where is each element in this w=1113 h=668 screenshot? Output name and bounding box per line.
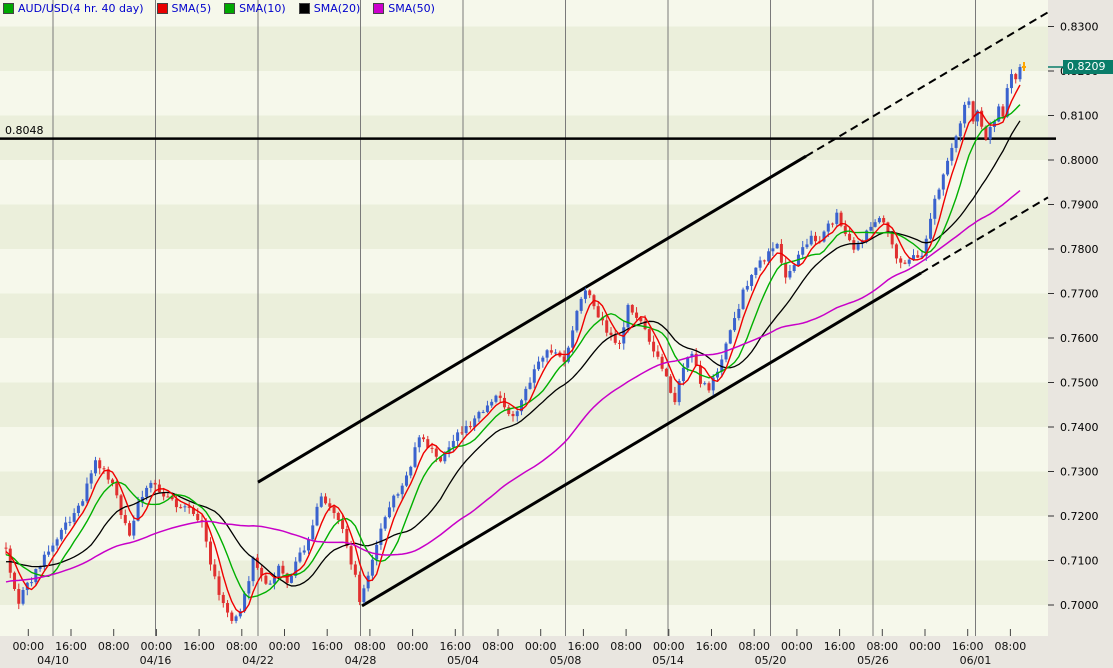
svg-text:0.7700: 0.7700: [1060, 288, 1099, 301]
svg-text:08:00: 08:00: [482, 640, 514, 653]
svg-text:00:00: 00:00: [397, 640, 429, 653]
series-swatch-icon: [3, 3, 14, 14]
svg-text:06/01: 06/01: [960, 654, 992, 667]
svg-text:0.7200: 0.7200: [1060, 510, 1099, 523]
svg-text:16:00: 16:00: [55, 640, 87, 653]
svg-text:05/14: 05/14: [652, 654, 684, 667]
svg-text:00:00: 00:00: [653, 640, 685, 653]
legend-item-sma20: SMA(20): [298, 2, 361, 15]
svg-text:16:00: 16:00: [311, 640, 343, 653]
svg-text:0.7600: 0.7600: [1060, 332, 1099, 345]
chart-legend: AUD/USD(4 hr. 40 day) SMA(5) SMA(10) SMA…: [3, 2, 435, 15]
legend-label: SMA(50): [388, 2, 435, 15]
svg-text:16:00: 16:00: [439, 640, 471, 653]
svg-text:0.8100: 0.8100: [1060, 110, 1099, 123]
legend-label: SMA(10): [239, 2, 286, 15]
svg-text:04/10: 04/10: [37, 654, 69, 667]
svg-text:04/28: 04/28: [345, 654, 377, 667]
svg-text:08:00: 08:00: [995, 640, 1027, 653]
svg-text:05/20: 05/20: [755, 654, 787, 667]
svg-text:0.7300: 0.7300: [1060, 466, 1099, 479]
svg-text:08:00: 08:00: [866, 640, 898, 653]
svg-text:0.7400: 0.7400: [1060, 421, 1099, 434]
svg-text:16:00: 16:00: [952, 640, 984, 653]
legend-label: SMA(5): [171, 2, 212, 15]
last-price-badge: 0.8209: [1063, 60, 1113, 74]
sma20-swatch-icon: [298, 3, 310, 14]
svg-text:16:00: 16:00: [824, 640, 856, 653]
svg-text:08:00: 08:00: [610, 640, 642, 653]
svg-text:08:00: 08:00: [226, 640, 258, 653]
svg-text:05/04: 05/04: [447, 654, 479, 667]
svg-text:0.7500: 0.7500: [1060, 377, 1099, 390]
svg-text:08:00: 08:00: [738, 640, 770, 653]
legend-item-sma50: SMA(50): [373, 2, 435, 15]
svg-text:04/16: 04/16: [140, 654, 172, 667]
sma10-swatch-icon: [224, 3, 236, 14]
svg-text:05/26: 05/26: [857, 654, 889, 667]
legend-label: AUD/USD(4 hr. 40 day): [18, 2, 144, 15]
svg-text:16:00: 16:00: [568, 640, 600, 653]
svg-text:00:00: 00:00: [141, 640, 173, 653]
sma5-swatch-icon: [156, 3, 168, 14]
svg-text:0.7900: 0.7900: [1060, 199, 1099, 212]
svg-text:0.7000: 0.7000: [1060, 599, 1099, 612]
svg-text:0.8300: 0.8300: [1060, 21, 1099, 34]
legend-item-sma5: SMA(5): [156, 2, 212, 15]
support-line-label: 0.8048: [5, 124, 44, 137]
svg-text:0.7800: 0.7800: [1060, 243, 1099, 256]
svg-text:00:00: 00:00: [12, 640, 44, 653]
svg-text:08:00: 08:00: [354, 640, 386, 653]
svg-text:16:00: 16:00: [696, 640, 728, 653]
svg-text:08:00: 08:00: [98, 640, 130, 653]
svg-text:00:00: 00:00: [909, 640, 941, 653]
svg-text:00:00: 00:00: [525, 640, 557, 653]
legend-item-audusd: AUD/USD(4 hr. 40 day): [3, 2, 144, 15]
svg-text:0.7100: 0.7100: [1060, 555, 1099, 568]
legend-item-sma10: SMA(10): [224, 2, 286, 15]
legend-label: SMA(20): [313, 2, 361, 15]
svg-text:16:00: 16:00: [183, 640, 215, 653]
sma50-swatch-icon: [373, 3, 385, 14]
svg-text:04/22: 04/22: [242, 654, 274, 667]
svg-text:00:00: 00:00: [269, 640, 301, 653]
svg-text:0.8000: 0.8000: [1060, 154, 1099, 167]
svg-text:00:00: 00:00: [781, 640, 813, 653]
svg-text:05/08: 05/08: [550, 654, 582, 667]
